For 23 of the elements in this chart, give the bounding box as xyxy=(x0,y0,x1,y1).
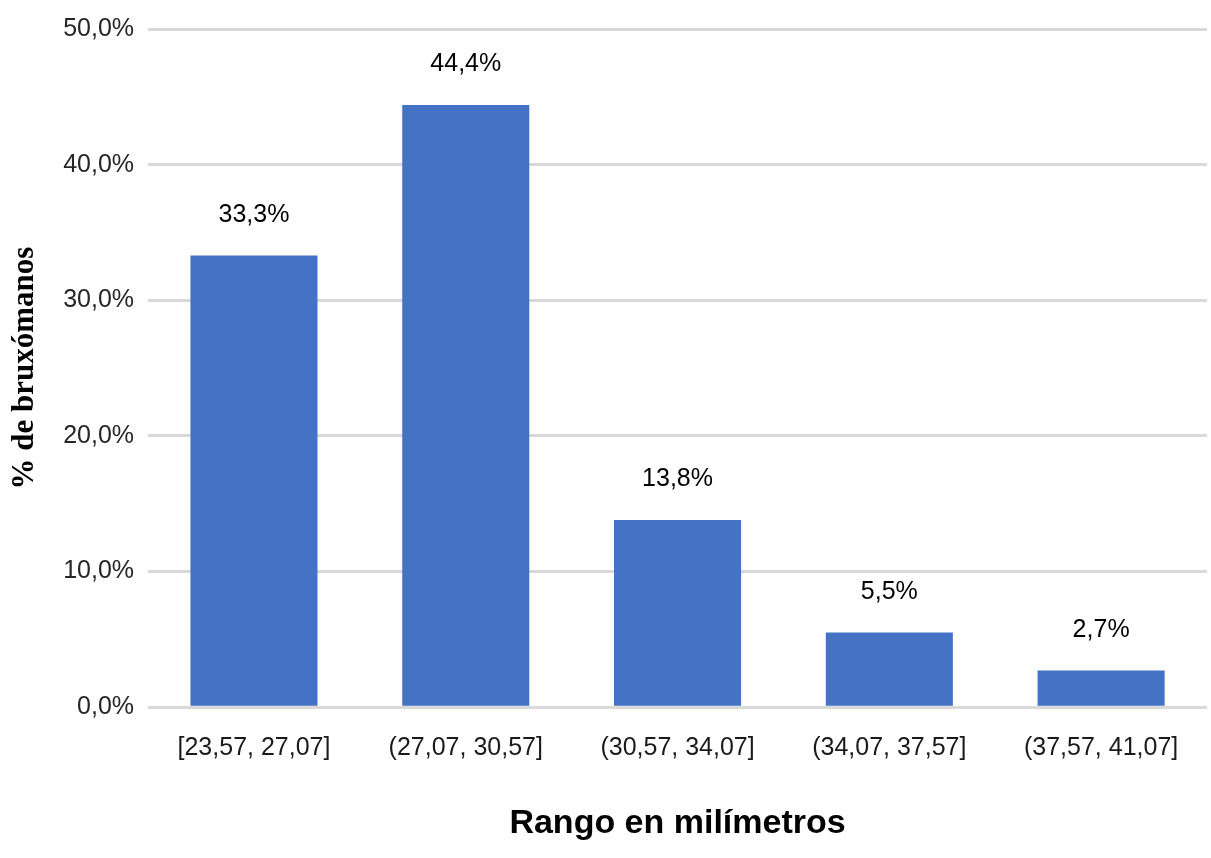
data-label: 2,7% xyxy=(1072,613,1130,642)
bar xyxy=(614,520,742,706)
x-tick-label: (27,07, 30,57] xyxy=(388,732,543,761)
bar xyxy=(1037,670,1165,706)
y-tick-label: 50,0% xyxy=(63,12,135,41)
x-tick-label: (30,57, 34,07] xyxy=(600,732,755,761)
y-tick-label: 20,0% xyxy=(63,419,135,448)
data-label: 33,3% xyxy=(218,198,290,227)
data-label: 44,4% xyxy=(430,48,502,77)
bar xyxy=(190,255,318,706)
x-tick-label: [23,57, 27,07] xyxy=(177,732,331,761)
y-tick-label: 10,0% xyxy=(63,555,135,584)
data-label: 13,8% xyxy=(642,463,713,492)
bar xyxy=(402,104,530,706)
data-label: 5,5% xyxy=(860,575,918,604)
x-tick-label: (34,07, 37,57] xyxy=(812,732,967,761)
x-axis-title: Rango en milímetros xyxy=(509,801,846,840)
y-tick-label: 30,0% xyxy=(63,284,135,313)
x-tick-label: (37,57, 41,07] xyxy=(1023,732,1179,761)
y-tick-label: 40,0% xyxy=(63,148,135,177)
bar xyxy=(825,632,953,706)
y-tick-label: 0,0% xyxy=(77,691,135,720)
y-axis-title: % de bruxómanos xyxy=(4,246,40,490)
